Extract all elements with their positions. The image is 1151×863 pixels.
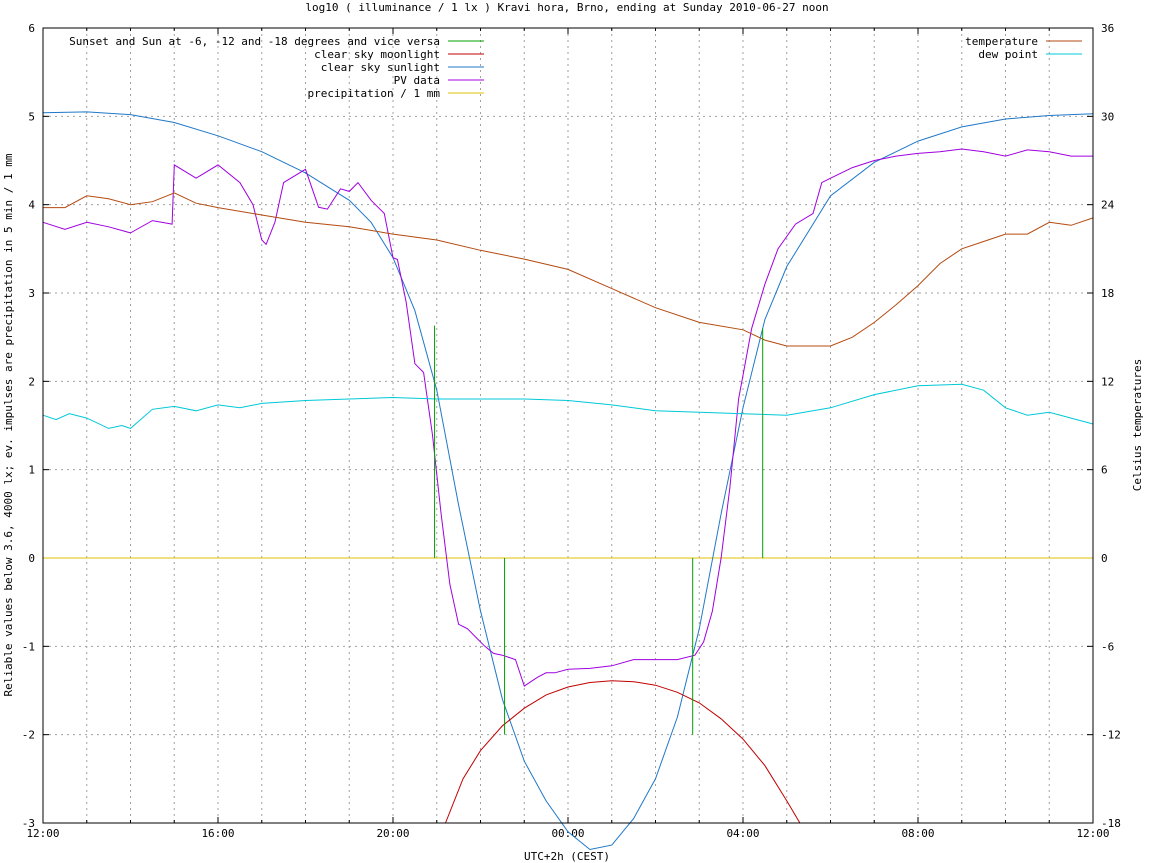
legend-left-label: clear sky sunlight <box>321 61 440 74</box>
y-tick-label: 0 <box>28 552 35 565</box>
legend-left-label: PV data <box>394 74 440 87</box>
x-tick-label: 04:00 <box>726 827 759 840</box>
clear-sky-sunlight-series <box>42 111 1094 851</box>
x-tick-label: 12:00 <box>26 827 59 840</box>
x-tick-label: 00:00 <box>551 827 584 840</box>
y-axis-label: Reliable values below 3.6, 4000 lx; ev. … <box>2 153 15 696</box>
y2-tick-label: 30 <box>1101 110 1114 123</box>
y2-tick-label: 36 <box>1101 22 1114 35</box>
y2-tick-label: 0 <box>1101 552 1108 565</box>
y-tick-label: 5 <box>28 110 35 123</box>
x-tick-label: 08:00 <box>901 827 934 840</box>
x-tick-label: 20:00 <box>376 827 409 840</box>
legend-right-label: dew point <box>978 48 1038 61</box>
y-tick-label: 6 <box>28 22 35 35</box>
clear-sky-moonlight-series <box>445 680 801 824</box>
y-tick-label: 3 <box>28 287 35 300</box>
chart-title: log10 ( illuminance / 1 lx ) Kravi hora,… <box>305 1 828 14</box>
y-tick-label: 4 <box>28 199 35 212</box>
legend-left-label: precipitation / 1 mm <box>308 87 441 100</box>
y2-tick-label: 18 <box>1101 287 1114 300</box>
temperature-series <box>43 192 1094 347</box>
x-tick-label: 12:00 <box>1076 827 1109 840</box>
legend-left-label: clear sky moonlight <box>314 48 440 61</box>
pv-data-series <box>42 148 1093 687</box>
y2-tick-label: 6 <box>1101 464 1108 477</box>
x-tick-label: 16:00 <box>201 827 234 840</box>
y-tick-label: -1 <box>22 640 35 653</box>
y2-axis-label: Celsius temperatures <box>1131 359 1144 491</box>
y2-tick-label: -12 <box>1101 729 1121 742</box>
dew-point-series <box>42 383 1094 429</box>
legend-right-label: temperature <box>965 35 1038 48</box>
legend-left-label: Sunset and Sun at -6, -12 and -18 degree… <box>69 35 440 48</box>
y-tick-label: 2 <box>28 375 35 388</box>
y2-tick-label: -18 <box>1101 817 1121 830</box>
y-tick-label: -2 <box>22 729 35 742</box>
plot-frame <box>42 27 1094 824</box>
y-tick-label: -3 <box>22 817 35 830</box>
y2-tick-label: 12 <box>1101 375 1114 388</box>
y2-tick-label: -6 <box>1101 640 1114 653</box>
x-axis-label: UTC+2h (CEST) <box>524 850 610 863</box>
y-tick-label: 1 <box>28 464 35 477</box>
y2-tick-label: 24 <box>1101 199 1115 212</box>
